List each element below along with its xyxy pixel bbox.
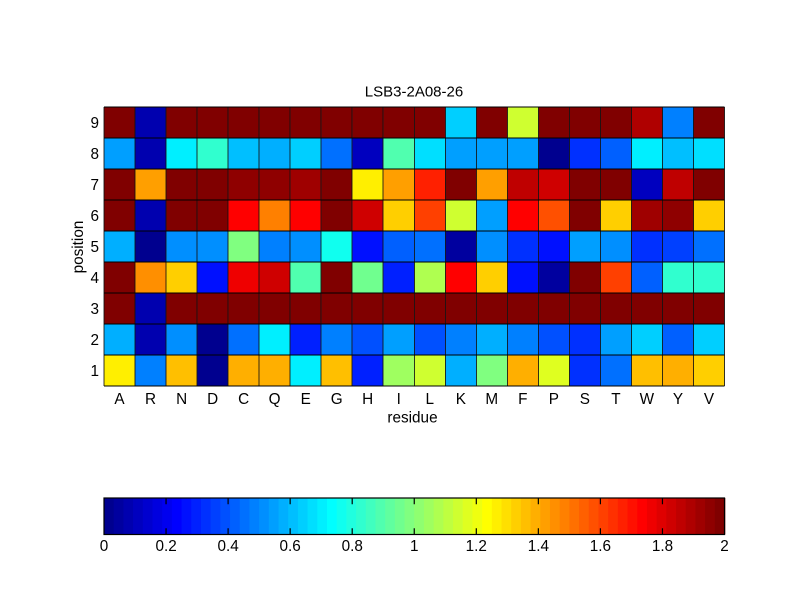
svg-text:8: 8 xyxy=(90,146,99,163)
svg-text:LSB3-2A08-26: LSB3-2A08-26 xyxy=(365,83,463,100)
svg-text:G: G xyxy=(331,391,343,408)
svg-text:3: 3 xyxy=(90,301,99,318)
svg-text:0.6: 0.6 xyxy=(279,538,300,555)
svg-text:C: C xyxy=(238,391,249,408)
svg-text:R: R xyxy=(145,391,156,408)
svg-text:0.2: 0.2 xyxy=(155,538,176,555)
svg-text:K: K xyxy=(456,391,467,408)
svg-text:7: 7 xyxy=(90,177,99,194)
svg-text:position: position xyxy=(70,221,87,274)
svg-text:Q: Q xyxy=(269,391,281,408)
svg-text:4: 4 xyxy=(90,270,99,287)
svg-text:1.6: 1.6 xyxy=(590,538,611,555)
svg-text:H: H xyxy=(362,391,373,408)
svg-text:Y: Y xyxy=(673,391,683,408)
svg-text:2: 2 xyxy=(720,538,729,555)
svg-text:5: 5 xyxy=(90,239,99,256)
svg-text:0: 0 xyxy=(100,538,109,555)
svg-text:0.4: 0.4 xyxy=(217,538,239,555)
svg-text:T: T xyxy=(611,391,620,408)
svg-text:residue: residue xyxy=(387,410,437,427)
svg-text:E: E xyxy=(301,391,311,408)
svg-text:M: M xyxy=(485,391,498,408)
svg-text:I: I xyxy=(397,391,401,408)
svg-text:6: 6 xyxy=(90,208,99,225)
svg-text:1: 1 xyxy=(410,538,419,555)
svg-text:S: S xyxy=(580,391,590,408)
svg-text:1.8: 1.8 xyxy=(652,538,673,555)
svg-text:9: 9 xyxy=(90,115,99,132)
svg-text:P: P xyxy=(549,391,559,408)
svg-text:0.8: 0.8 xyxy=(342,538,363,555)
svg-text:F: F xyxy=(518,391,527,408)
svg-text:1: 1 xyxy=(90,363,99,380)
svg-text:1.4: 1.4 xyxy=(528,538,550,555)
svg-text:2: 2 xyxy=(90,332,99,349)
svg-text:N: N xyxy=(176,391,187,408)
svg-text:D: D xyxy=(207,391,218,408)
svg-text:V: V xyxy=(704,391,715,408)
svg-text:L: L xyxy=(426,391,435,408)
svg-text:A: A xyxy=(114,391,125,408)
svg-text:W: W xyxy=(640,391,655,408)
svg-text:1.2: 1.2 xyxy=(466,538,487,555)
